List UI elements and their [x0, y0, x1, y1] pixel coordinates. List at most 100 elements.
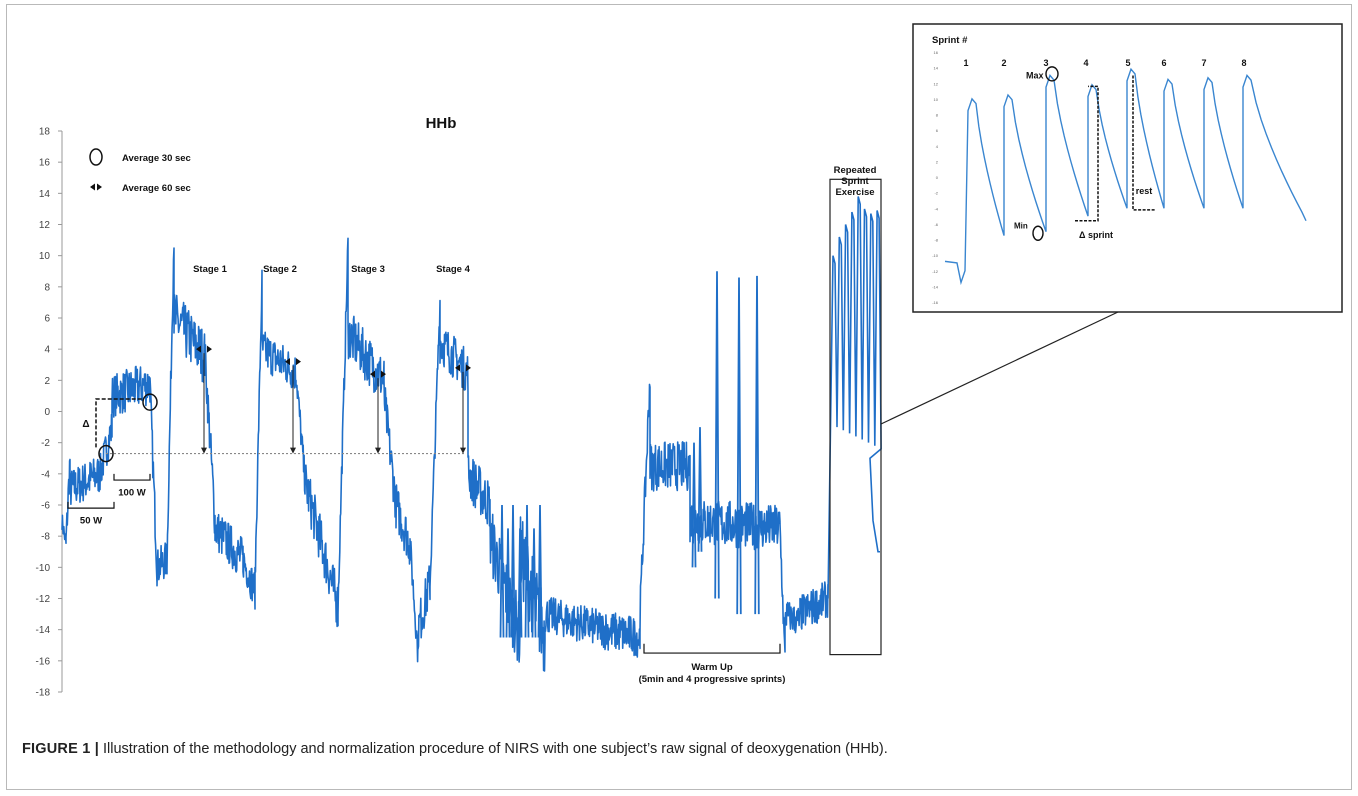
- warmup-bracket: [643, 643, 781, 654]
- y-tick-label: -4: [41, 469, 50, 480]
- repeated-sprint-box: [829, 178, 882, 656]
- inset-y-tick-label: -14: [932, 284, 939, 289]
- y-tick-label: -2: [41, 438, 50, 449]
- label-50w: 50 W: [80, 516, 102, 527]
- figure-frame: [6, 4, 1352, 790]
- stage-label-4: Stage 4: [436, 264, 471, 275]
- y-tick-label: 16: [39, 158, 51, 169]
- legend-double-arrow-icon: [90, 183, 102, 191]
- stage-label-1: Stage 1: [193, 264, 228, 275]
- caption-text: Illustration of the methodology and norm…: [98, 741, 888, 757]
- inset-y-tick-label: 8: [936, 113, 939, 118]
- inset-sprint-label-1: 1: [963, 58, 968, 68]
- y-tick-label: -6: [41, 501, 50, 512]
- delta-arrowhead: [201, 447, 207, 454]
- inset-sprint-label-5: 5: [1125, 58, 1130, 68]
- delta-label: Δ: [82, 419, 89, 430]
- inset-delta-sprint-bracket: [1075, 85, 1099, 222]
- signal-spike: [537, 504, 543, 638]
- inset-sprint-label-2: 2: [1001, 58, 1006, 68]
- average-30s-circle: [142, 393, 158, 411]
- y-tick-label: 4: [44, 345, 50, 356]
- inset-y-tick-label: 10: [934, 97, 939, 102]
- delta-bracket: [95, 398, 143, 448]
- inset-max-circle: [1045, 66, 1059, 82]
- rse-label-line1: Repeated: [834, 165, 877, 176]
- signal-spike: [499, 504, 505, 638]
- inset-y-tick-label: -12: [932, 269, 939, 274]
- inset-y-tick-label: -16: [932, 300, 939, 305]
- delta-arrowhead: [460, 447, 466, 454]
- legend-label-60s: Average 60 sec: [122, 183, 191, 194]
- warmup-sprint-spike: [691, 442, 697, 568]
- inset-y-tick-label: 16: [934, 50, 939, 55]
- stage-label-3: Stage 3: [351, 264, 385, 275]
- figure-caption: FIGURE 1 | Illustration of the methodolo…: [22, 741, 888, 757]
- inset-rest-bracket: [1132, 75, 1156, 211]
- caption-label: FIGURE 1 |: [22, 741, 99, 757]
- inset-rest-label: rest: [1136, 186, 1153, 196]
- warmup-sprint-spike: [714, 271, 720, 599]
- average-60s-marker: [370, 370, 386, 378]
- y-tick-label: 8: [44, 282, 50, 293]
- average-30s-circle: [98, 444, 114, 463]
- y-tick-label: -8: [41, 532, 50, 543]
- inset-sprint-label-8: 8: [1241, 58, 1246, 68]
- y-tick-label: -12: [36, 594, 51, 605]
- average-60s-marker: [285, 358, 301, 366]
- y-tick-label: -18: [36, 688, 51, 699]
- inset-y-tick-label: -2: [934, 191, 938, 196]
- inset-y-tick-label: -10: [932, 253, 939, 258]
- signal-spike: [510, 504, 516, 638]
- warmup-label: Warm Up: [691, 662, 733, 673]
- y-tick-label: 12: [39, 220, 51, 231]
- inset-delta-sprint-label: Δ sprint: [1079, 230, 1113, 240]
- inset-y-tick-label: 12: [934, 81, 939, 86]
- inset-y-tick-label: -8: [934, 238, 938, 243]
- signal-spike: [524, 504, 530, 638]
- legend-label-30s: Average 30 sec: [122, 153, 191, 164]
- zoom-connector-line: [880, 311, 1119, 425]
- y-tick-label: -10: [36, 563, 51, 574]
- inset-sprint-label-4: 4: [1083, 58, 1088, 68]
- inset-sprint-label-6: 6: [1161, 58, 1166, 68]
- rse-label-line3: Exercise: [835, 187, 874, 198]
- inset-min-circle: [1032, 225, 1044, 241]
- legend-circle-icon: [89, 148, 103, 166]
- y-tick-label: -14: [36, 625, 51, 636]
- y-tick-label: 6: [44, 314, 50, 325]
- warmup-sprint-spike: [736, 277, 742, 615]
- y-tick-label: 10: [39, 251, 51, 262]
- inset-min-label: Min: [1014, 222, 1028, 231]
- hhb-chart: 181614121086420-2-4-6-8-10-12-14-16-18HH…: [36, 23, 1343, 699]
- y-tick-label: 14: [39, 189, 51, 200]
- inset-signal-line: [944, 67, 1307, 286]
- y-tick-label: 2: [44, 376, 50, 387]
- signal-spike: [531, 528, 537, 638]
- warmup-sprint-spike: [754, 275, 760, 615]
- warmup-sub-label: (5min and 4 progressive sprints): [639, 674, 786, 685]
- rse-label-line2: Sprint: [841, 176, 869, 187]
- delta-arrowhead: [375, 447, 381, 454]
- hhb-signal-line: [61, 237, 829, 672]
- inset-y-tick-label: 6: [936, 128, 939, 133]
- bracket-100w: [113, 473, 151, 481]
- average-60s-marker: [196, 345, 212, 353]
- y-tick-label: -16: [36, 656, 51, 667]
- inset-sprint-label-7: 7: [1201, 58, 1206, 68]
- bracket-50w: [67, 501, 115, 509]
- inset-y-tick-label: 2: [936, 159, 939, 164]
- y-tick-label: 0: [44, 407, 50, 418]
- label-100w: 100 W: [118, 488, 145, 499]
- repeated-sprint-signal: [827, 196, 882, 599]
- inset-sprint-label-3: 3: [1043, 58, 1048, 68]
- inset-y-tick-label: 0: [936, 175, 939, 180]
- signal-spike: [505, 528, 511, 638]
- inset-title: Sprint #: [932, 35, 968, 46]
- inset-y-tick-label: 4: [936, 144, 939, 149]
- inset-y-tick-label: -4: [934, 206, 938, 211]
- inset-max-label: Max: [1026, 71, 1044, 81]
- inset-y-tick-label: 14: [934, 66, 939, 71]
- inset-y-tick-label: -6: [934, 222, 938, 227]
- y-tick-label: 18: [39, 127, 51, 138]
